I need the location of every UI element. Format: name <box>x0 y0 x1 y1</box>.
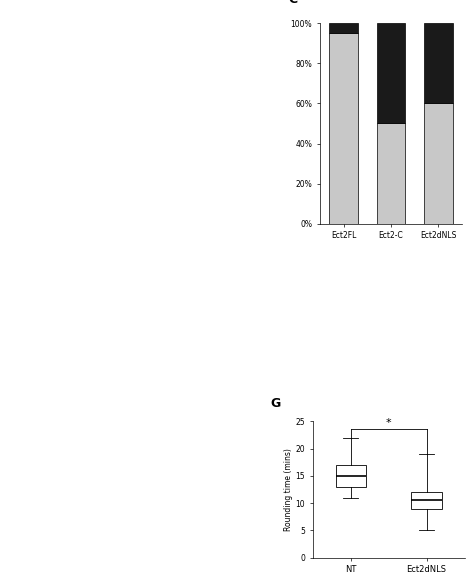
Bar <box>424 103 453 224</box>
Text: *: * <box>386 418 392 428</box>
Bar <box>329 33 358 224</box>
Bar <box>377 23 405 123</box>
Text: C: C <box>289 0 298 6</box>
PathPatch shape <box>411 492 442 508</box>
Bar <box>329 23 358 33</box>
PathPatch shape <box>336 465 366 487</box>
Bar <box>377 123 405 224</box>
Bar <box>424 23 453 103</box>
Y-axis label: Rounding time (mins): Rounding time (mins) <box>284 448 293 531</box>
Text: G: G <box>270 397 281 410</box>
